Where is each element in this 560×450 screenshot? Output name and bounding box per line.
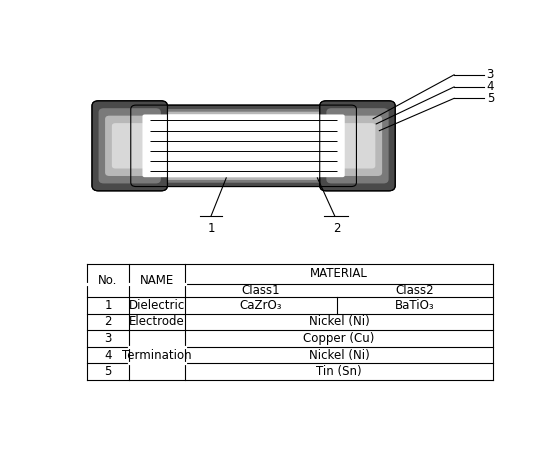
Text: 1: 1 [207, 222, 215, 235]
Text: 4: 4 [487, 81, 494, 94]
Text: 1: 1 [104, 299, 112, 312]
Text: Termination: Termination [122, 349, 192, 362]
Text: 5: 5 [487, 92, 494, 105]
FancyBboxPatch shape [136, 109, 352, 183]
FancyBboxPatch shape [142, 114, 345, 177]
Text: BaTiO₃: BaTiO₃ [395, 299, 435, 312]
FancyBboxPatch shape [99, 108, 161, 184]
Text: Electrode: Electrode [129, 315, 185, 328]
Text: NAME: NAME [139, 274, 174, 287]
Text: Dielectric: Dielectric [129, 299, 185, 312]
Text: 4: 4 [104, 349, 112, 362]
Text: CaZrO₃: CaZrO₃ [240, 299, 282, 312]
Text: 2: 2 [333, 222, 340, 235]
Text: Nickel (Ni): Nickel (Ni) [309, 349, 370, 362]
Text: Tin (Sn): Tin (Sn) [316, 365, 362, 378]
Text: Class1: Class1 [242, 284, 280, 297]
Text: 5: 5 [104, 365, 111, 378]
Text: 2: 2 [104, 315, 112, 328]
FancyBboxPatch shape [320, 101, 395, 191]
Text: MATERIAL: MATERIAL [310, 267, 368, 280]
Text: Nickel (Ni): Nickel (Ni) [309, 315, 370, 328]
FancyBboxPatch shape [130, 105, 356, 187]
FancyBboxPatch shape [333, 116, 382, 176]
FancyBboxPatch shape [139, 112, 348, 180]
Text: Copper (Cu): Copper (Cu) [304, 332, 375, 345]
FancyBboxPatch shape [92, 101, 167, 191]
Text: 3: 3 [487, 68, 494, 81]
FancyBboxPatch shape [112, 123, 148, 168]
Text: 3: 3 [104, 332, 111, 345]
Text: No.: No. [99, 274, 118, 287]
FancyBboxPatch shape [339, 123, 375, 168]
FancyBboxPatch shape [105, 116, 155, 176]
FancyBboxPatch shape [326, 108, 389, 184]
FancyBboxPatch shape [142, 114, 345, 177]
Text: Class2: Class2 [396, 284, 435, 297]
